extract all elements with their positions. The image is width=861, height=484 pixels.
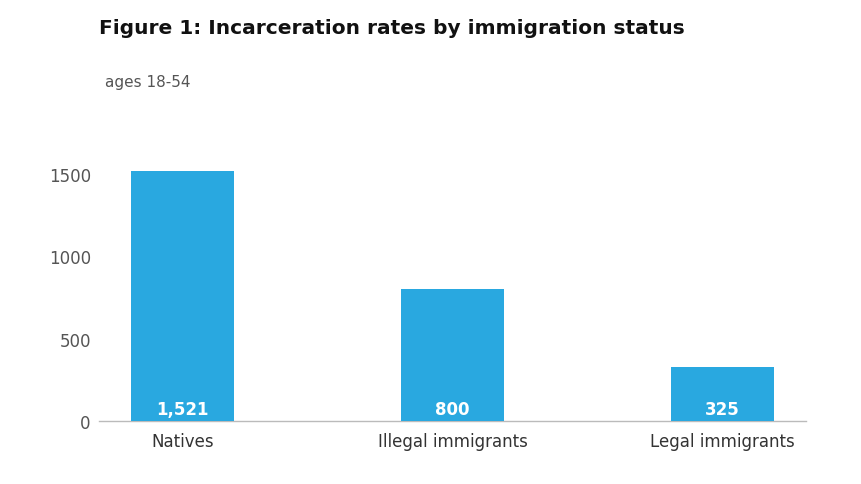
Text: 1,521: 1,521 bbox=[156, 400, 208, 418]
Bar bbox=[400, 289, 504, 421]
Bar bbox=[131, 171, 233, 421]
Text: Figure 1: Incarceration rates by immigration status: Figure 1: Incarceration rates by immigra… bbox=[99, 19, 684, 38]
Text: 800: 800 bbox=[435, 400, 469, 418]
Text: 325: 325 bbox=[704, 400, 739, 418]
Text: ages 18-54: ages 18-54 bbox=[105, 75, 190, 90]
Bar bbox=[671, 368, 773, 421]
